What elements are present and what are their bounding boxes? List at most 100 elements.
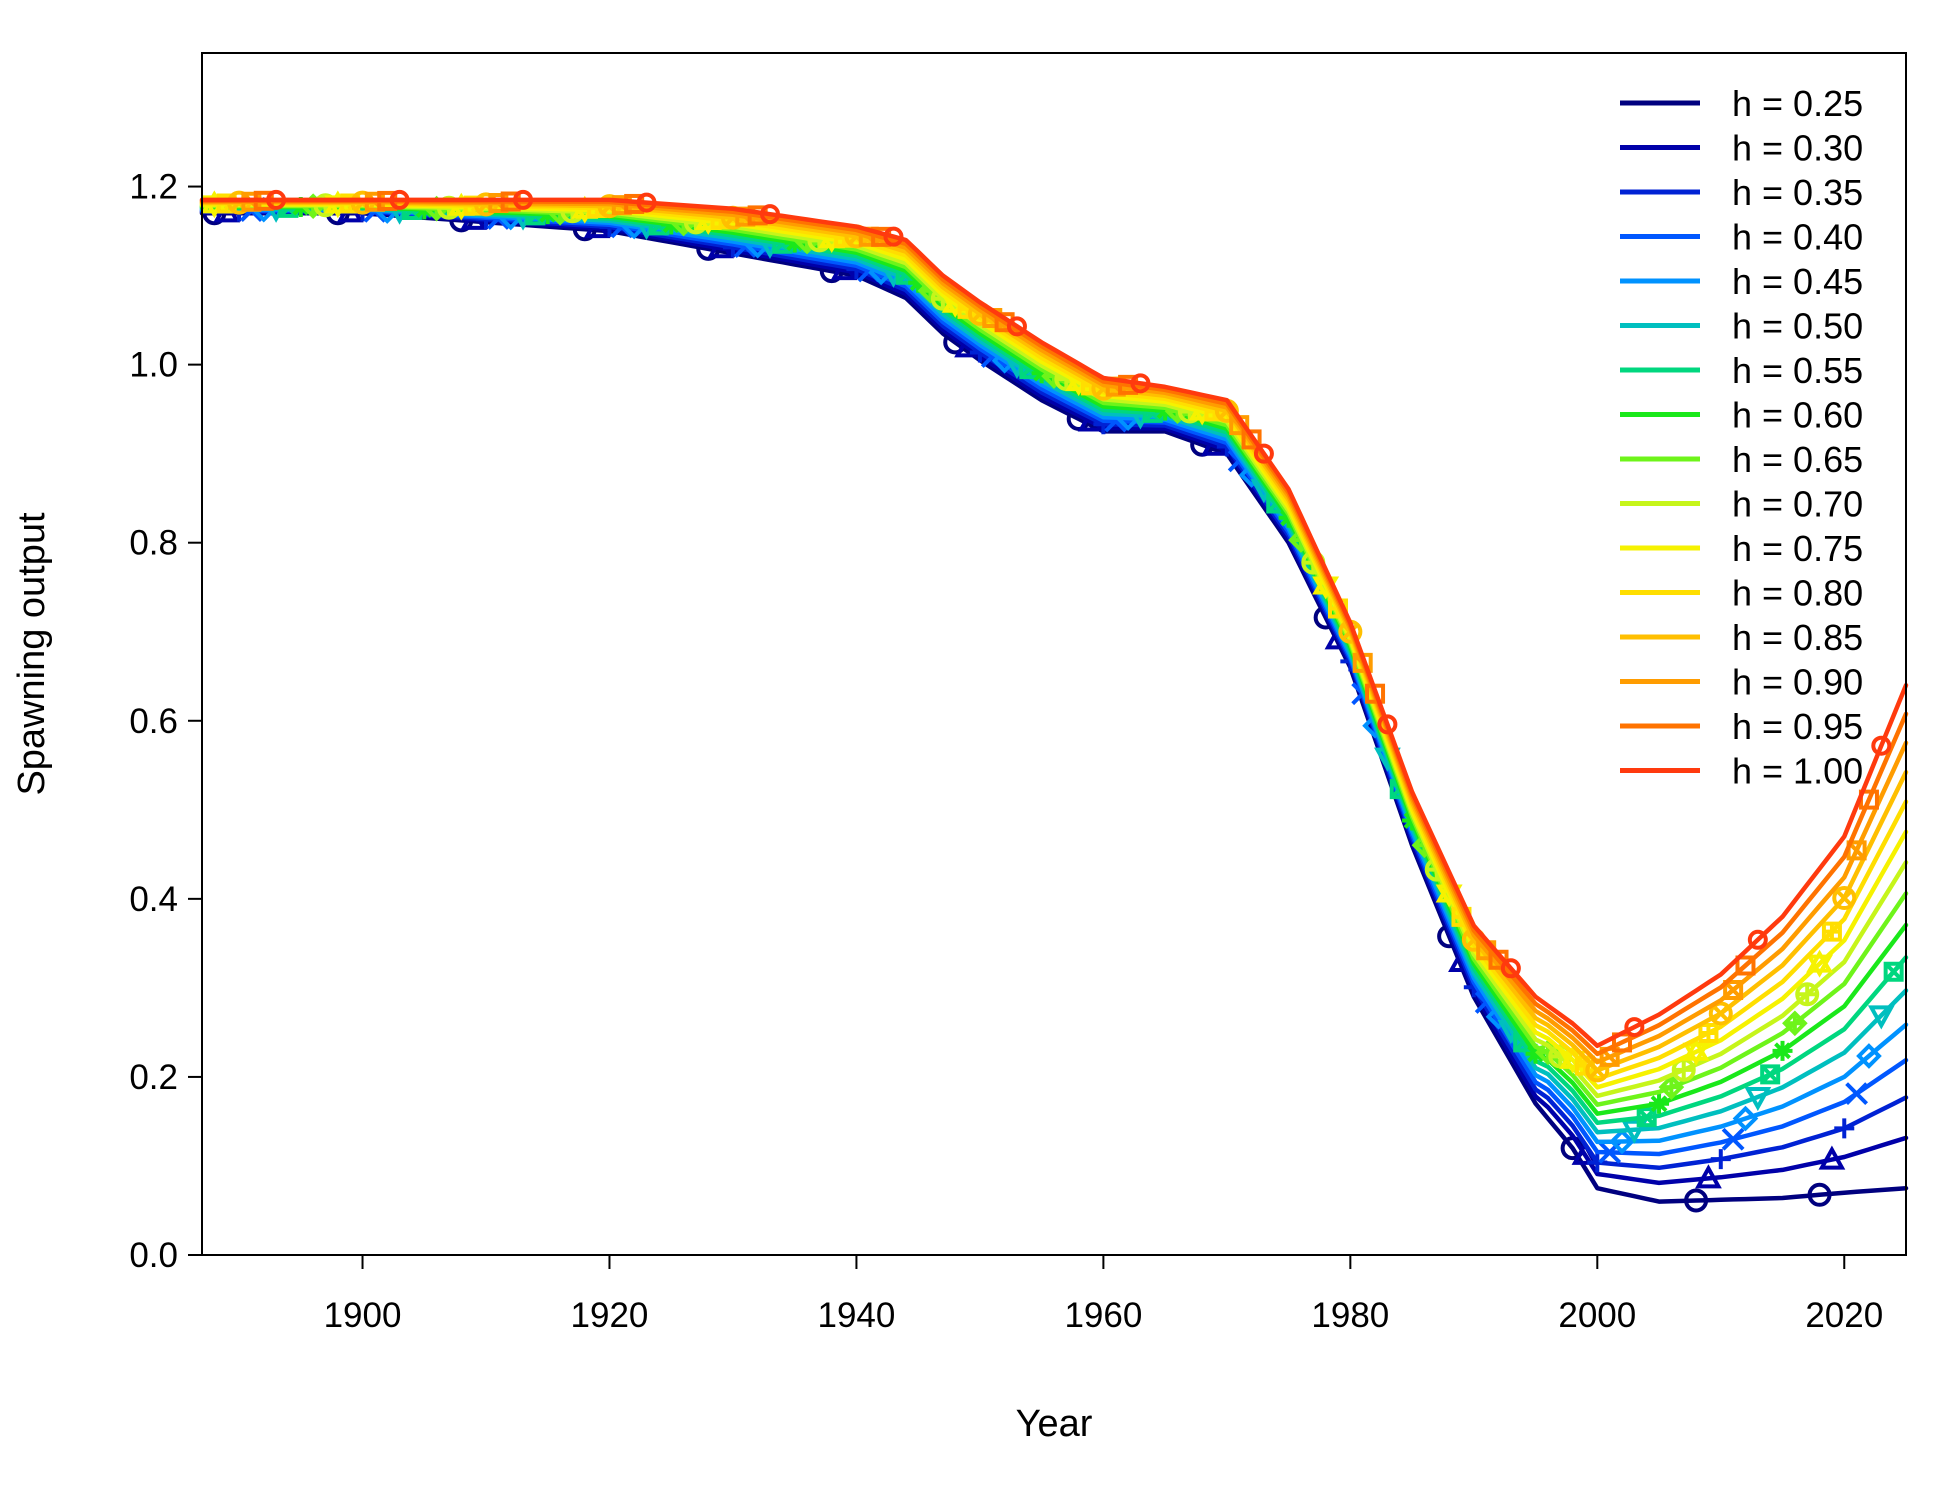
point-star (1031, 363, 1052, 384)
point-square-plus (1821, 921, 1842, 942)
series-0.95 (199, 190, 1909, 1057)
point-dot (1500, 958, 1521, 979)
series-0.55 (199, 197, 1909, 1128)
point-square (1735, 955, 1756, 976)
y-axis-title: Spawning output (11, 512, 53, 796)
series-line (199, 205, 1909, 1126)
y-tick-label: 0.6 (129, 702, 178, 741)
x-tick-label: 2000 (1558, 1296, 1636, 1335)
point-circle-cross (1832, 886, 1857, 911)
legend-label: h = 0.75 (1732, 528, 1863, 569)
point-star (1155, 400, 1176, 421)
legend-label: h = 0.90 (1732, 662, 1863, 703)
x-axis-title: Year (1016, 1403, 1093, 1445)
legend-label: h = 0.95 (1732, 706, 1863, 747)
x-tick-label: 1980 (1311, 1296, 1389, 1335)
y-tick-label: 0.0 (129, 1236, 178, 1275)
series-1.00 (199, 189, 1909, 1049)
point-circle-plus (1795, 982, 1820, 1007)
point-plus (1710, 1149, 1731, 1170)
point-triangle-down (1744, 1086, 1772, 1112)
point-triangle (1818, 1145, 1846, 1170)
y-tick-label: 1.0 (129, 346, 178, 385)
y-tick-label: 0.2 (129, 1058, 178, 1097)
point-plus (1834, 1118, 1855, 1139)
point-star (908, 272, 929, 293)
point-dot (1871, 735, 1892, 756)
legend-label: h = 1.00 (1732, 751, 1863, 792)
legend-label: h = 0.70 (1732, 484, 1863, 525)
point-cross (1845, 1082, 1869, 1106)
point-triangle-pair (1682, 1037, 1710, 1066)
point-square-x (1723, 980, 1744, 1001)
point-star (784, 232, 805, 253)
legend-label: h = 0.80 (1732, 573, 1863, 614)
point-circle (1807, 1182, 1832, 1207)
series-line (199, 204, 1909, 1116)
legend-label: h = 0.25 (1732, 83, 1863, 124)
series-0.60 (199, 197, 1909, 1116)
point-diamond (1856, 1043, 1882, 1069)
point-dot (1006, 316, 1027, 337)
legend-label: h = 0.35 (1732, 172, 1863, 213)
point-dot (1130, 373, 1151, 394)
y-tick-label: 0.8 (129, 524, 178, 563)
point-dot (1377, 714, 1398, 735)
point-square-plus (1698, 1022, 1719, 1043)
series-0.70 (199, 193, 1909, 1099)
point-dot (1624, 1017, 1645, 1038)
legend: h = 0.25h = 0.30h = 0.35h = 0.40h = 0.45… (1620, 83, 1863, 792)
point-square-cross (1883, 961, 1904, 982)
series-0.75 (199, 190, 1909, 1090)
x-tick-label: 1920 (571, 1296, 649, 1335)
point-dot (883, 226, 904, 247)
point-star (1772, 1040, 1793, 1061)
point-star (1525, 1043, 1546, 1064)
point-triangle-down (1620, 1119, 1648, 1144)
legend-label: h = 0.85 (1732, 617, 1863, 658)
point-plus (1587, 1152, 1608, 1173)
point-triangle (1695, 1164, 1722, 1189)
point-diamond-plus (1782, 1010, 1808, 1037)
y-tick-label: 1.2 (129, 168, 178, 207)
point-dot (760, 204, 780, 225)
point-dot (1747, 929, 1768, 950)
y-axis: 0.0 0.2 0.4 0.6 0.8 1.0 1.2 (129, 168, 202, 1275)
point-square (1241, 429, 1262, 450)
x-axis: 1900 1920 1940 1960 1980 2000 2020 (324, 1255, 1883, 1335)
plot-frame (201, 52, 1907, 1256)
series-line (199, 201, 1909, 1082)
point-dot (266, 189, 287, 210)
x-tick-label: 1900 (324, 1296, 402, 1335)
point-dot (513, 189, 534, 210)
series-0.65 (199, 193, 1909, 1107)
series-line (199, 202, 1909, 1090)
point-circle (1684, 1188, 1709, 1213)
x-tick-label: 1940 (817, 1296, 895, 1335)
point-star (1649, 1093, 1670, 1114)
point-diamond (1609, 1128, 1635, 1155)
point-dot (1253, 443, 1274, 464)
point-dot (389, 189, 410, 210)
series-layer (199, 189, 1909, 1213)
point-triangle-pair (1806, 949, 1834, 978)
point-square-cross (1760, 1064, 1781, 1085)
point-star (661, 214, 682, 235)
series-line (199, 198, 1909, 1057)
legend-label: h = 0.60 (1732, 395, 1863, 436)
point-dot (636, 192, 657, 213)
x-tick-label: 2020 (1805, 1296, 1883, 1335)
legend-label: h = 0.65 (1732, 439, 1863, 480)
series-line (199, 203, 1909, 1099)
point-triangle-down (1867, 1005, 1895, 1030)
y-tick-label: 0.4 (129, 880, 178, 919)
point-diamond (1732, 1105, 1759, 1132)
series-line (199, 199, 1909, 1065)
point-square-cross (1636, 1107, 1657, 1128)
point-diamond-plus (1658, 1074, 1685, 1100)
legend-label: h = 0.50 (1732, 306, 1863, 347)
legend-label: h = 0.30 (1732, 128, 1863, 169)
series-0.50 (199, 198, 1909, 1144)
point-cross (1721, 1127, 1745, 1151)
